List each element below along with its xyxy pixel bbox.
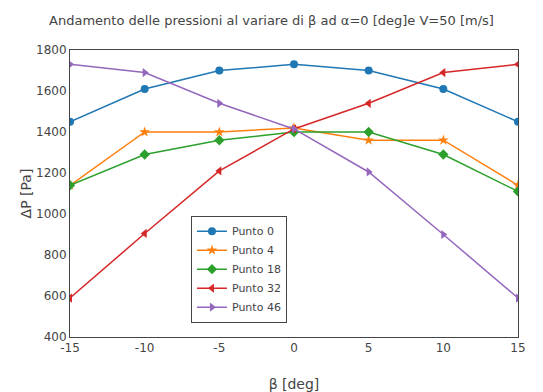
svg-text:-5: -5 [213,341,225,355]
svg-text:1400: 1400 [36,125,67,139]
svg-text:ΔP [Pa]: ΔP [Pa] [18,169,34,219]
svg-text:800: 800 [44,248,67,262]
svg-text:Punto 4: Punto 4 [232,244,274,257]
svg-text:Andamento delle pressioni al v: Andamento delle pressioni al variare di … [49,13,494,28]
svg-text:Punto 32: Punto 32 [232,282,281,295]
svg-text:-10: -10 [135,341,155,355]
svg-text:-15: -15 [60,341,80,355]
svg-text:400: 400 [44,330,67,344]
svg-text:600: 600 [44,289,67,303]
svg-text:1200: 1200 [36,166,67,180]
svg-text:15: 15 [510,341,525,355]
svg-text:Punto 46: Punto 46 [232,301,281,314]
svg-text:10: 10 [436,341,451,355]
svg-text:Punto 0: Punto 0 [232,225,274,238]
svg-text:Punto 18: Punto 18 [232,263,281,276]
svg-text:0: 0 [290,341,298,355]
svg-text:1000: 1000 [36,207,67,221]
svg-text:β [deg]: β [deg] [269,376,320,392]
svg-text:1600: 1600 [36,84,67,98]
svg-text:1800: 1800 [36,43,67,57]
svg-text:5: 5 [365,341,373,355]
